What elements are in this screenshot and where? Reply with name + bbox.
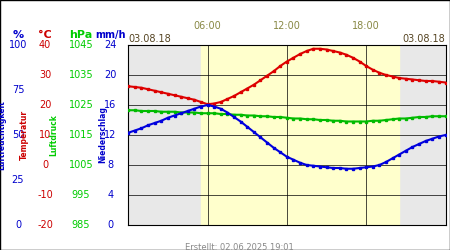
Text: 12: 12	[104, 130, 117, 140]
Text: 4: 4	[107, 190, 113, 200]
Text: 995: 995	[72, 190, 90, 200]
Text: %: %	[13, 30, 23, 40]
Text: 1005: 1005	[69, 160, 93, 170]
Text: 0: 0	[107, 220, 113, 230]
Text: 03.08.18: 03.08.18	[128, 34, 171, 44]
Text: 20: 20	[39, 100, 51, 110]
Text: Luftfeuchtigkeit: Luftfeuchtigkeit	[0, 100, 7, 170]
Text: Niederschlag: Niederschlag	[98, 106, 107, 164]
Text: 03.08.18: 03.08.18	[403, 34, 446, 44]
Text: mm/h: mm/h	[95, 30, 126, 40]
Text: 20: 20	[104, 70, 117, 80]
Text: °C: °C	[38, 30, 52, 40]
Text: hPa: hPa	[69, 30, 93, 40]
Text: 0: 0	[42, 160, 48, 170]
Text: 10: 10	[39, 130, 51, 140]
Text: -10: -10	[37, 190, 53, 200]
Text: -20: -20	[37, 220, 53, 230]
Text: 985: 985	[72, 220, 90, 230]
Text: 18:00: 18:00	[352, 21, 380, 31]
Text: 12:00: 12:00	[273, 21, 301, 31]
Text: Temperatur: Temperatur	[20, 110, 29, 160]
Text: 40: 40	[39, 40, 51, 50]
Text: 06:00: 06:00	[194, 21, 221, 31]
Text: 1045: 1045	[69, 40, 93, 50]
Text: 1035: 1035	[69, 70, 93, 80]
Text: 1015: 1015	[69, 130, 93, 140]
Text: 100: 100	[9, 40, 27, 50]
Text: 0: 0	[15, 220, 21, 230]
Text: 50: 50	[12, 130, 24, 140]
Text: 24: 24	[104, 40, 117, 50]
Text: 30: 30	[39, 70, 51, 80]
Text: 75: 75	[12, 85, 24, 95]
Text: Luftdruck: Luftdruck	[50, 114, 58, 156]
Text: 16: 16	[104, 100, 117, 110]
Text: 25: 25	[12, 175, 24, 185]
Text: 1025: 1025	[68, 100, 94, 110]
Text: Erstellt: 02.06.2025 19:01: Erstellt: 02.06.2025 19:01	[185, 242, 294, 250]
Bar	[201, 45, 399, 225]
Text: 8: 8	[107, 160, 113, 170]
